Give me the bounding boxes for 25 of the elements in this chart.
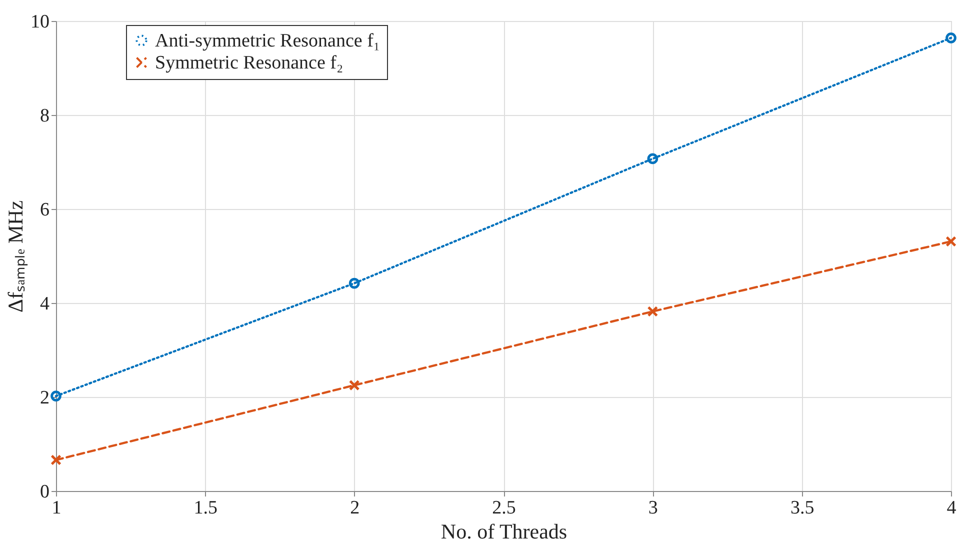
point (348, 278, 360, 289)
x-tick-label: 1 (52, 498, 62, 518)
point (946, 236, 956, 247)
x-tick-label: 4 (946, 498, 957, 518)
y-tick-label: 10 (30, 12, 50, 32)
y-axis-title: Δfₛₐₘₚₗₑ MHz (4, 200, 28, 313)
y-tick-label: 0 (40, 482, 50, 502)
legend-label: Anti-symmetric Resonance f₁ (155, 30, 380, 52)
x-tick-label: 2.5 (492, 498, 516, 518)
x-tick-label: 2 (350, 498, 360, 518)
y-tick-label: 2 (40, 388, 50, 408)
y-tick-label: 6 (40, 200, 50, 220)
x-axis-title: No. of Threads (440, 520, 568, 544)
point (50, 390, 62, 402)
point (50, 454, 62, 466)
x-tick-label: 3.5 (790, 498, 814, 518)
legend-label: Symmetric Resonance f₂ (155, 52, 344, 74)
x-tick-label: 3 (648, 498, 658, 518)
y-tick-label: 4 (40, 294, 50, 314)
y-tick-label: 8 (40, 106, 50, 126)
x-tick-label: 1.5 (194, 498, 218, 518)
point (946, 32, 956, 44)
point (647, 306, 658, 317)
point (348, 380, 360, 391)
point (647, 153, 658, 164)
